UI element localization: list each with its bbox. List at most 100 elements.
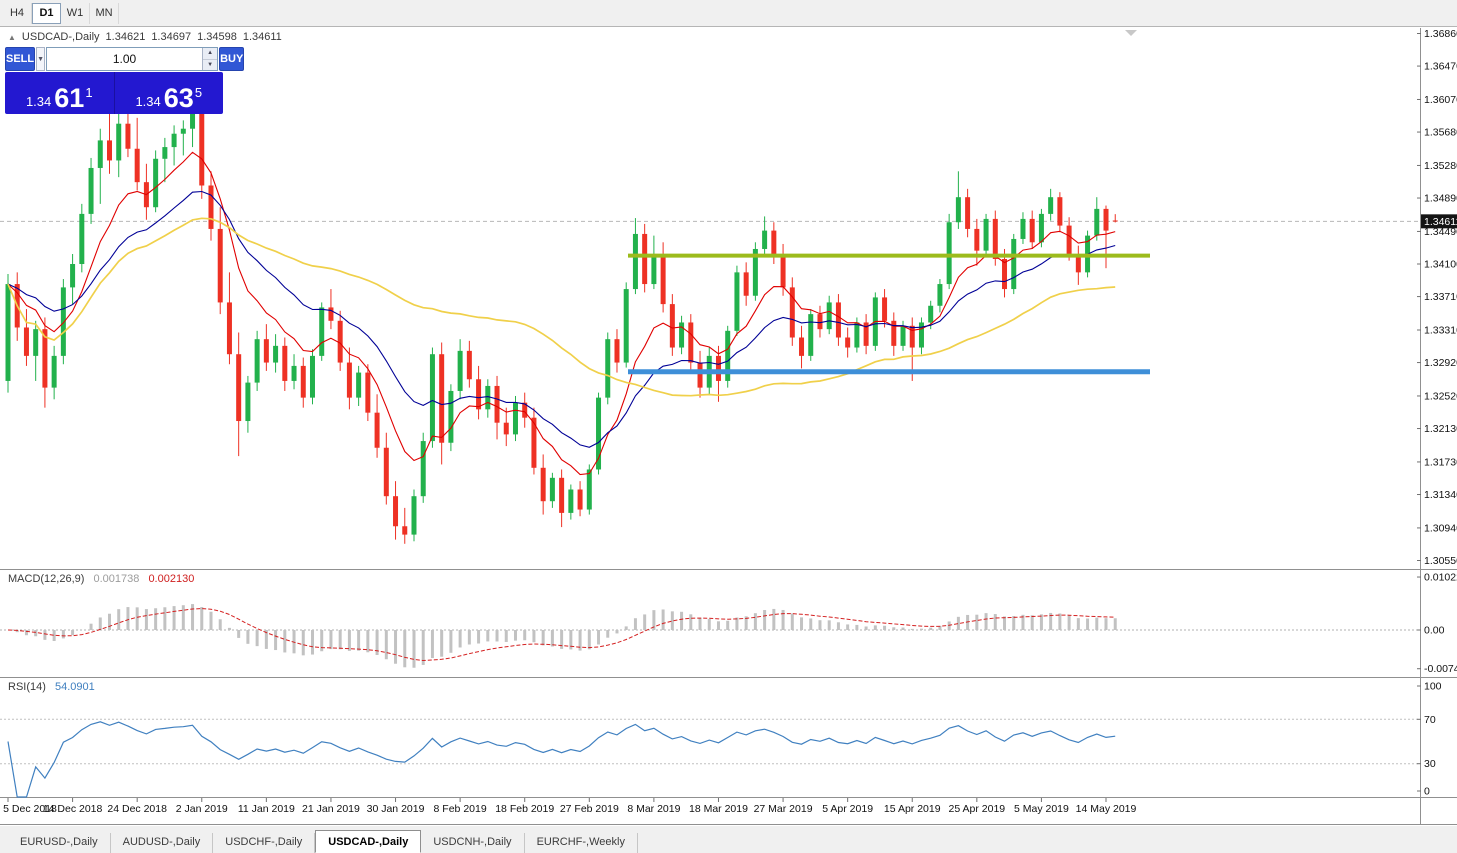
candles-layer[interactable]	[5, 107, 1118, 544]
svg-text:100: 100	[1424, 681, 1442, 693]
sell-price-base: 1.34	[25, 93, 52, 109]
svg-text:1.36070: 1.36070	[1424, 94, 1457, 106]
svg-text:1.30940: 1.30940	[1424, 522, 1457, 534]
svg-text:1.34890: 1.34890	[1424, 193, 1457, 205]
symbol-ohlc-label: ▲ USDCAD-,Daily 1.34621 1.34697 1.34598 …	[8, 31, 282, 43]
svg-text:21 Jan 2019: 21 Jan 2019	[302, 803, 360, 815]
chart-tab-usdcad-daily[interactable]: USDCAD-,Daily	[315, 830, 422, 853]
svg-text:0: 0	[1424, 786, 1430, 798]
svg-text:14 Dec 2018: 14 Dec 2018	[43, 803, 103, 815]
buy-price-pips: 63	[163, 82, 194, 113]
ohlc-open: 1.34621	[105, 31, 146, 43]
chart-tab-eurchf-weekly[interactable]: EURCHF-,Weekly	[525, 833, 638, 853]
sell-price-point: 1	[85, 85, 93, 100]
macd-signal-value: 0.002130	[148, 573, 195, 585]
svg-text:-0.00747: -0.00747	[1424, 663, 1457, 675]
svg-text:70: 70	[1424, 714, 1436, 726]
sell-price-pips: 61	[54, 82, 85, 113]
svg-text:8 Feb 2019: 8 Feb 2019	[434, 803, 487, 815]
macd-indicator-label: MACD(12,26,9) 0.001738 0.002130	[8, 573, 194, 585]
svg-text:1.33310: 1.33310	[1424, 324, 1457, 336]
svg-text:30: 30	[1424, 758, 1436, 770]
symbol-name: USDCAD-,Daily	[21, 31, 100, 43]
svg-text:18 Feb 2019: 18 Feb 2019	[495, 803, 554, 815]
svg-text:1.31340: 1.31340	[1424, 489, 1457, 501]
ma-50-line	[7, 217, 1116, 397]
svg-text:2 Jan 2019: 2 Jan 2019	[176, 803, 228, 815]
svg-text:11 Jan 2019: 11 Jan 2019	[238, 803, 295, 815]
chart-tabs-bar: EURUSD-,Daily AUDUSD-,Daily USDCHF-,Daily U…	[0, 826, 1457, 853]
ohlc-close: 1.34611	[242, 31, 282, 43]
svg-text:1.32920: 1.32920	[1424, 357, 1457, 369]
svg-text:30 Jan 2019: 30 Jan 2019	[367, 803, 425, 815]
ohlc-low: 1.34598	[197, 31, 237, 43]
svg-text:1.31730: 1.31730	[1424, 456, 1457, 468]
ma-20-line	[7, 190, 1116, 448]
volume-input[interactable]	[47, 48, 203, 70]
buy-price-base: 1.34	[135, 93, 161, 109]
macd-name: MACD(12,26,9)	[8, 573, 85, 585]
macd-main-value: 0.001738	[93, 573, 140, 585]
spin-down-icon: ▼	[207, 61, 214, 68]
svg-text:5 May 2019: 5 May 2019	[1014, 803, 1069, 815]
volume-spin-up[interactable]: ▲	[203, 48, 218, 60]
rsi-name: RSI(14)	[8, 681, 46, 693]
panel-separators	[0, 28, 1457, 825]
buy-price[interactable]: 1.34 63 5	[115, 72, 224, 114]
svg-text:18 Mar 2019: 18 Mar 2019	[689, 803, 748, 815]
svg-text:1.35280: 1.35280	[1424, 160, 1457, 172]
timeframe-tab-h4[interactable]: H4	[3, 2, 32, 24]
tick-up-icon: ▲	[8, 32, 16, 42]
svg-text:5 Dec 2018: 5 Dec 2018	[3, 803, 57, 815]
svg-text:15 Apr 2019: 15 Apr 2019	[884, 803, 941, 815]
svg-text:0.01022: 0.01022	[1424, 572, 1457, 584]
spin-up-icon: ▲	[207, 50, 214, 57]
svg-text:25 Apr 2019: 25 Apr 2019	[949, 803, 1006, 815]
svg-text:1.34490: 1.34490	[1424, 226, 1457, 238]
ma-9-line	[7, 151, 1116, 476]
macd-panel: 0.01022 0.00 -0.00747	[0, 572, 1457, 675]
rsi-indicator-label: RSI(14) 54.0901	[8, 681, 95, 693]
buy-price-point: 5	[194, 85, 203, 100]
rsi-panel: 100 70 30 0	[0, 681, 1442, 798]
ohlc-high: 1.34697	[151, 31, 192, 43]
svg-text:27 Feb 2019: 27 Feb 2019	[560, 803, 619, 815]
svg-text:14 May 2019: 14 May 2019	[1076, 803, 1137, 815]
sell-price[interactable]: 1.34 61 1	[5, 72, 115, 114]
svg-text:1.34611: 1.34611	[1424, 216, 1457, 228]
shift-marker-icon	[1125, 30, 1137, 36]
one-click-trading-panel: SELL ▼ ▲ ▼ BUY 1.34 61	[5, 47, 245, 114]
svg-text:1.32130: 1.32130	[1424, 423, 1457, 435]
chevron-down-icon: ▼	[37, 55, 45, 63]
rsi-value: 54.0901	[54, 681, 95, 693]
timeframe-toolbar: H4 D1 W1 MN	[0, 0, 1457, 27]
volume-spin-down[interactable]: ▼	[203, 59, 218, 70]
timeframe-tab-mn[interactable]: MN	[90, 2, 119, 24]
rsi-line	[7, 721, 1116, 798]
buy-button[interactable]: BUY	[219, 47, 245, 71]
timeframe-tab-w1[interactable]: W1	[61, 2, 90, 24]
volume-spinner: ▲ ▼	[202, 48, 218, 70]
svg-text:1.36860: 1.36860	[1424, 28, 1457, 40]
order-type-dropdown[interactable]: ▼	[36, 47, 46, 71]
current-price-tag	[1421, 214, 1457, 229]
chart-tab-audusd-daily[interactable]: AUDUSD-,Daily	[111, 833, 214, 853]
svg-text:8 Mar 2019: 8 Mar 2019	[627, 803, 680, 815]
svg-text:1.35680: 1.35680	[1424, 127, 1457, 139]
svg-text:1.30550: 1.30550	[1424, 555, 1457, 567]
svg-text:5 Apr 2019: 5 Apr 2019	[822, 803, 873, 815]
chart-tab-usdchf-daily[interactable]: USDCHF-,Daily	[213, 833, 316, 853]
svg-text:1.36470: 1.36470	[1424, 61, 1457, 73]
timeframe-tab-d1[interactable]: D1	[32, 2, 61, 24]
price-axis: 1.36860 1.36470 1.36070 1.35680 1.35280 1.348…	[1417, 28, 1457, 567]
svg-text:27 Mar 2019: 27 Mar 2019	[754, 803, 813, 815]
chart-tab-eurusd-daily[interactable]: EURUSD-,Daily	[8, 833, 111, 853]
sell-button[interactable]: SELL	[5, 47, 36, 71]
chart-tab-usdcnh-daily[interactable]: USDCNH-,Daily	[421, 833, 525, 853]
svg-text:1.33710: 1.33710	[1424, 291, 1457, 303]
svg-text:0.00: 0.00	[1424, 625, 1445, 637]
svg-text:1.32520: 1.32520	[1424, 390, 1457, 402]
